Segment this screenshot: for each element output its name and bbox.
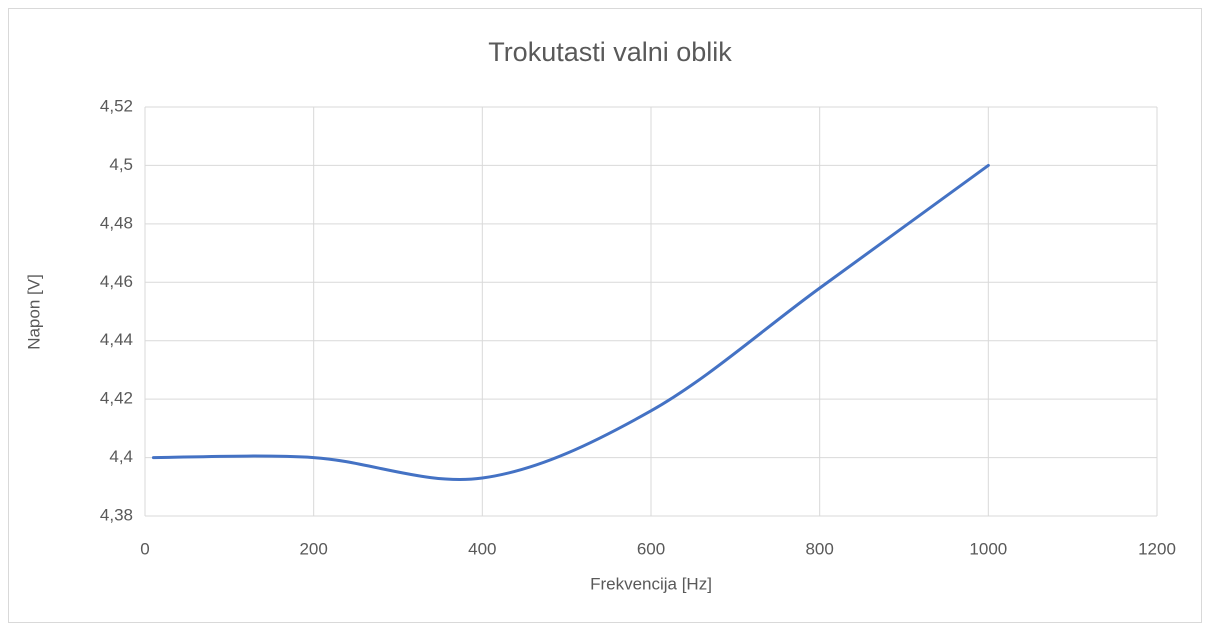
y-tick-label: 4,44 (100, 330, 133, 349)
y-tick-label: 4,42 (100, 389, 133, 408)
y-tick-label: 4,5 (109, 155, 133, 174)
x-tick-label: 0 (140, 539, 149, 558)
x-tick-label: 1000 (969, 539, 1007, 558)
x-tick-label: 400 (468, 539, 496, 558)
y-tick-label: 4,46 (100, 272, 133, 291)
y-tick-label: 4,38 (100, 505, 133, 524)
chart-border (8, 8, 1202, 623)
x-axis-label: Frekvencija [Hz] (590, 574, 712, 593)
y-tick-label: 4,48 (100, 213, 133, 232)
y-axis-label: Napon [V] (24, 274, 43, 350)
x-tick-label: 800 (805, 539, 833, 558)
x-tick-label: 200 (299, 539, 327, 558)
y-tick-label: 4,4 (109, 447, 133, 466)
x-tick-label: 600 (637, 539, 665, 558)
chart-title: Trokutasti valni oblik (488, 37, 732, 67)
data-line (151, 163, 990, 482)
x-tick-label: 1200 (1138, 539, 1176, 558)
y-tick-label: 4,52 (100, 96, 133, 115)
